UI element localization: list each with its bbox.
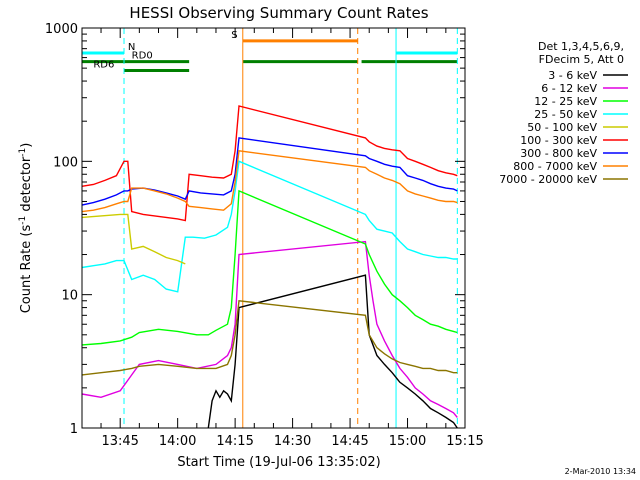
- y-axis-ticks: 1 10 100 1000: [45, 22, 465, 437]
- x-axis-ticks: 13:45 14:00 14:15 14:30 14:45 15:00 15:15: [100, 28, 484, 449]
- y-axis-label: Count Rate (s-1 detector-1): [18, 143, 34, 314]
- y-tick-label: 100: [53, 155, 78, 170]
- legend: Det 1,3,4,5,6,9,FDecim 5, Att 0 3 - 6 keV…: [499, 40, 628, 186]
- chart-title: HESSI Observing Summary Count Rates: [129, 4, 428, 22]
- legend-entry-label: 50 - 100 keV: [527, 121, 597, 134]
- legend-header: FDecim 5, Att 0: [539, 53, 624, 66]
- x-tick-label: 14:00: [159, 434, 196, 449]
- legend-entry-label: 12 - 25 keV: [534, 95, 597, 108]
- legend-entry-label: 6 - 12 keV: [541, 82, 597, 95]
- x-tick-label: 14:45: [331, 434, 368, 449]
- legend-entry-label: 100 - 300 keV: [520, 134, 597, 147]
- legend-entry-label: 7000 - 20000 keV: [499, 173, 597, 186]
- series-line: [81, 213, 186, 265]
- series-line: [81, 160, 458, 293]
- legend-entry-label: 300 - 800 keV: [520, 147, 597, 160]
- x-tick-label: 15:15: [446, 434, 483, 449]
- series-lines: [81, 105, 458, 429]
- x-axis-label: Start Time (19-Jul-06 13:35:02): [177, 455, 380, 470]
- status-bar-label: N: [128, 42, 135, 53]
- legend-entry-label: 800 - 7000 keV: [513, 160, 597, 173]
- status-bar-label: S: [231, 30, 237, 41]
- series-line: [207, 274, 458, 429]
- y-tick-label: 1: [70, 422, 78, 437]
- series-line: [81, 150, 458, 213]
- y-tick-label: 10: [61, 289, 78, 304]
- x-tick-label: 13:45: [101, 434, 138, 449]
- legend-entry-label: 3 - 6 keV: [548, 69, 597, 82]
- status-bar-label: RD0: [132, 51, 153, 62]
- x-tick-label: 15:00: [389, 434, 426, 449]
- plot-frame: [81, 27, 466, 429]
- time-markers: [123, 28, 458, 428]
- status-bar-label: RD6: [93, 60, 114, 71]
- legend-header: Det 1,3,4,5,6,9,: [538, 40, 624, 53]
- footer-timestamp: 2-Mar-2010 13:34: [565, 467, 636, 476]
- series-line: [81, 189, 458, 346]
- y-tick-label: 1000: [45, 22, 78, 37]
- legend-entry-label: 25 - 50 keV: [534, 108, 597, 121]
- series-line: [81, 105, 458, 222]
- series-line: [81, 137, 458, 206]
- x-tick-label: 14:30: [274, 434, 311, 449]
- x-tick-label: 14:15: [216, 434, 253, 449]
- series-line: [81, 300, 458, 376]
- series-line: [81, 240, 458, 418]
